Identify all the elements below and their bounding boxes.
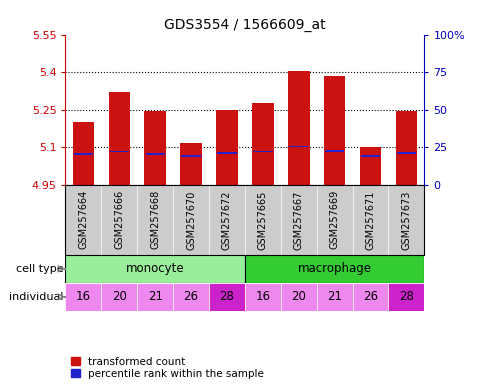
Text: 16: 16 xyxy=(76,290,91,303)
Text: GSM257671: GSM257671 xyxy=(365,190,375,250)
Bar xyxy=(101,283,137,311)
Bar xyxy=(73,122,94,185)
Bar xyxy=(280,283,316,311)
Bar xyxy=(352,185,388,255)
Bar xyxy=(253,151,272,152)
Bar xyxy=(180,143,201,185)
Text: GSM257664: GSM257664 xyxy=(78,190,88,249)
Bar xyxy=(173,283,209,311)
Bar xyxy=(181,155,200,157)
Text: GSM257665: GSM257665 xyxy=(257,190,267,250)
Bar xyxy=(352,283,388,311)
Text: 21: 21 xyxy=(148,290,162,303)
Bar xyxy=(65,185,101,255)
Bar xyxy=(65,255,244,283)
Bar xyxy=(324,150,344,152)
Text: GSM257672: GSM257672 xyxy=(222,190,231,250)
Bar xyxy=(288,146,308,147)
Bar xyxy=(244,185,280,255)
Text: 28: 28 xyxy=(219,290,234,303)
Text: GSM257668: GSM257668 xyxy=(150,190,160,249)
Text: 20: 20 xyxy=(112,290,126,303)
Bar xyxy=(145,153,165,155)
Bar xyxy=(388,283,424,311)
Bar xyxy=(252,103,273,185)
Bar xyxy=(244,283,280,311)
Bar xyxy=(144,111,166,185)
Bar xyxy=(316,283,352,311)
Text: 28: 28 xyxy=(398,290,413,303)
Text: 16: 16 xyxy=(255,290,270,303)
Text: GSM257666: GSM257666 xyxy=(114,190,124,249)
Title: GDS3554 / 1566609_at: GDS3554 / 1566609_at xyxy=(164,18,325,32)
Text: 26: 26 xyxy=(183,290,198,303)
Bar xyxy=(101,185,137,255)
Text: cell type: cell type xyxy=(16,264,63,274)
Text: 26: 26 xyxy=(363,290,377,303)
Bar xyxy=(323,76,345,185)
Text: 20: 20 xyxy=(291,290,305,303)
Bar xyxy=(137,283,173,311)
Bar xyxy=(216,109,237,185)
Bar xyxy=(244,255,424,283)
Bar xyxy=(173,185,209,255)
Bar xyxy=(108,92,130,185)
Bar xyxy=(360,155,379,157)
Text: GSM257673: GSM257673 xyxy=(401,190,410,250)
Bar xyxy=(209,283,244,311)
Bar xyxy=(388,185,424,255)
Bar xyxy=(316,185,352,255)
Bar xyxy=(280,185,316,255)
Bar xyxy=(395,111,416,185)
Text: individual: individual xyxy=(9,292,63,302)
Bar xyxy=(109,151,129,152)
Bar xyxy=(359,147,380,185)
Legend: transformed count, percentile rank within the sample: transformed count, percentile rank withi… xyxy=(71,357,264,379)
Bar xyxy=(209,185,244,255)
Text: macrophage: macrophage xyxy=(297,262,371,275)
Text: 21: 21 xyxy=(327,290,341,303)
Bar xyxy=(217,152,236,154)
Bar xyxy=(74,153,93,155)
Text: GSM257669: GSM257669 xyxy=(329,190,339,249)
Text: GSM257670: GSM257670 xyxy=(186,190,196,250)
Bar xyxy=(137,185,173,255)
Bar xyxy=(65,283,101,311)
Text: monocyte: monocyte xyxy=(126,262,184,275)
Text: GSM257667: GSM257667 xyxy=(293,190,303,250)
Bar xyxy=(287,71,309,185)
Bar xyxy=(396,152,415,154)
